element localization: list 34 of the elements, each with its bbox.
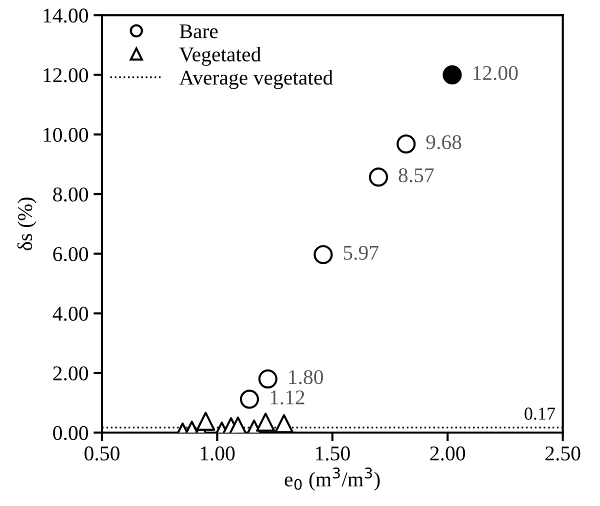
x-axis-title: e$_{0}$ (m$^{3}$/m$^{3}$) (284, 467, 380, 491)
data-label: 8.57 (398, 168, 434, 182)
point (314, 245, 333, 264)
x-tick-label: 2.50 (545, 446, 580, 461)
y-tick-label: 10.00 (44, 128, 88, 142)
legend-label: Vegetated (179, 46, 261, 66)
legend-label: Average vegetated (179, 70, 333, 90)
x-tick-label: 2.00 (430, 446, 466, 461)
y-tick-label: 14.00 (44, 8, 88, 23)
point (274, 414, 294, 433)
x-tick-label: 1.50 (316, 446, 350, 461)
point (256, 412, 276, 432)
data-label: 9.68 (426, 135, 462, 150)
y-tick-label: 8.00 (53, 187, 88, 202)
x-tick-label: 1.00 (200, 446, 235, 461)
data-label: 5.97 (344, 246, 378, 260)
y-tick-label: 12.00 (44, 68, 88, 82)
point (258, 369, 278, 389)
annotation: 0.17 (524, 408, 556, 420)
data-label: 12.00 (473, 66, 518, 80)
data-label: 1.80 (289, 370, 323, 384)
point (240, 390, 260, 409)
y-axis-title: δs (%) (17, 198, 36, 250)
y-tick-label: 6.00 (53, 247, 88, 262)
point (368, 168, 388, 187)
legend-label: Bare (180, 24, 218, 38)
x-tick-label: 0.50 (84, 446, 120, 461)
y-tick-label: 0.00 (53, 426, 88, 440)
point (196, 412, 216, 431)
point (396, 134, 416, 154)
y-tick-label: 2.00 (53, 366, 88, 381)
point (442, 65, 462, 84)
y-tick-label: 4.00 (52, 306, 88, 321)
data-label: 1.12 (270, 390, 304, 405)
